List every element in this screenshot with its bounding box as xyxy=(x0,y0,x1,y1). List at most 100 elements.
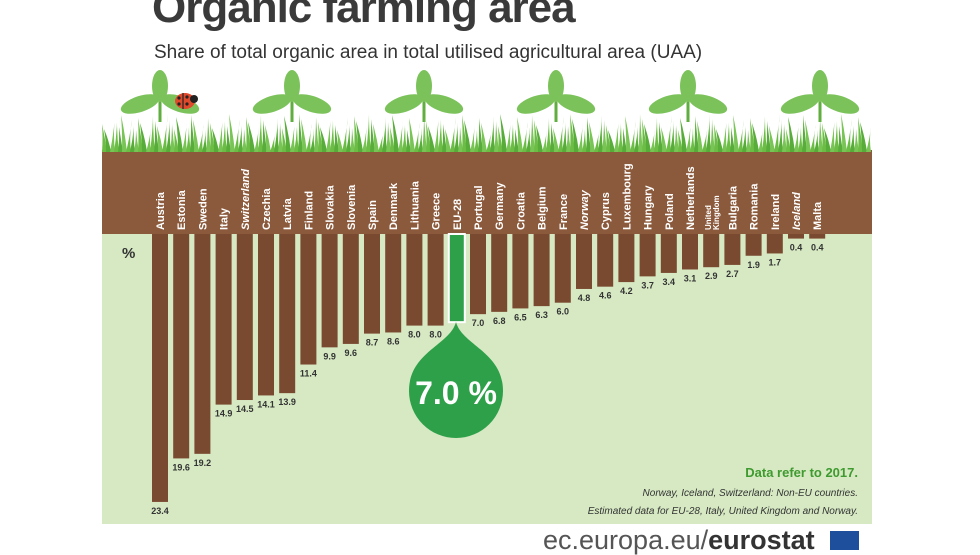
grass-blade xyxy=(290,121,295,152)
footer-link[interactable]: ec.europa.eu/eurostat xyxy=(543,527,815,554)
value-label: 4.2 xyxy=(620,286,633,296)
grass-blade xyxy=(694,116,699,152)
grass-blade xyxy=(536,125,543,152)
category-label: Portugal xyxy=(473,185,485,230)
grass-blade xyxy=(326,115,331,152)
grass-blade xyxy=(278,123,283,152)
grass-blade xyxy=(706,114,711,152)
eu-flag-icon xyxy=(830,531,859,550)
grass-blade xyxy=(830,116,835,152)
category-label: Austria xyxy=(155,191,167,230)
grass-blade xyxy=(350,128,355,152)
bar-estonia xyxy=(173,234,190,459)
footer-brand[interactable]: eurostat xyxy=(708,525,815,555)
grass-blade xyxy=(752,123,759,152)
value-label: 14.9 xyxy=(215,409,233,419)
grass-blade xyxy=(378,129,384,152)
grass-blade xyxy=(382,117,387,152)
grass-blade xyxy=(586,117,591,152)
bar-latvia xyxy=(279,234,296,394)
grass-blade xyxy=(318,122,323,152)
grass-blade xyxy=(622,128,627,152)
grass-blade xyxy=(650,129,655,152)
bar-cyprus xyxy=(597,234,614,287)
grass-blade xyxy=(860,122,867,152)
grass-blade xyxy=(782,124,787,152)
category-label: Spain xyxy=(367,200,379,230)
value-label: 8.0 xyxy=(408,330,421,340)
bar-malta xyxy=(809,234,826,239)
grass-blade xyxy=(494,121,499,152)
grass-blade xyxy=(481,123,487,152)
value-label: 7.0 xyxy=(472,318,485,328)
value-label: 19.2 xyxy=(194,458,212,468)
soil-band xyxy=(102,150,872,234)
grass-blade xyxy=(750,118,755,152)
bar-croatia xyxy=(512,234,529,309)
footer-site[interactable]: ec.europa.eu/ xyxy=(543,525,709,555)
grass-blade xyxy=(602,120,607,152)
grass-blade xyxy=(330,120,335,152)
grass-blade xyxy=(678,130,683,152)
value-label: 8.6 xyxy=(387,336,400,346)
value-label: 6.8 xyxy=(493,316,506,326)
grass-blade xyxy=(294,126,299,152)
value-label: 14.5 xyxy=(236,404,254,414)
value-label: 1.9 xyxy=(747,260,760,270)
grass-blade xyxy=(714,124,719,152)
grass-blade xyxy=(310,129,315,152)
grass-blade xyxy=(570,114,575,152)
grass-blade xyxy=(402,125,407,152)
grass-blade xyxy=(366,114,371,152)
grass-blade xyxy=(314,117,319,152)
grass-blade xyxy=(206,118,211,152)
grass-blade xyxy=(506,119,511,152)
value-label: 9.9 xyxy=(323,351,336,361)
grass-blade xyxy=(176,117,183,152)
bar-denmark xyxy=(385,234,402,333)
grass-blade xyxy=(454,122,459,152)
grass-blade xyxy=(778,119,783,152)
bar-eu-28 xyxy=(447,233,466,324)
grass-blade xyxy=(522,122,528,152)
bar-czechia xyxy=(258,234,274,396)
grass-blade xyxy=(186,127,191,152)
grass-blade xyxy=(265,125,271,152)
grass-blade xyxy=(174,129,179,152)
value-label: 14.1 xyxy=(257,399,275,409)
grass-blade xyxy=(850,124,855,152)
category-label: Slovakia xyxy=(325,184,337,230)
grass-blade xyxy=(386,122,391,152)
bar-germany xyxy=(491,234,508,312)
grass-blade xyxy=(298,114,303,152)
bar-slovenia xyxy=(342,234,359,344)
category-label: Latvia xyxy=(282,197,294,230)
bar-united-kingdom xyxy=(703,234,720,268)
grass-blade xyxy=(614,118,619,152)
bar-luxembourg xyxy=(618,234,635,283)
grass-blade xyxy=(654,117,659,152)
grass-blade xyxy=(126,120,132,152)
category-label: Malta xyxy=(812,201,824,230)
grass-blade xyxy=(546,118,551,152)
bar-sweden xyxy=(194,234,211,454)
bar-austria xyxy=(152,234,168,502)
grass-blade xyxy=(170,124,175,152)
grass-blade xyxy=(788,117,795,152)
grass-blade xyxy=(154,121,159,152)
grass-blade xyxy=(834,121,839,152)
grass-blade xyxy=(814,130,819,152)
category-label: Cyprus xyxy=(600,192,612,230)
grass-blade xyxy=(769,126,775,152)
category-label: Switzerland xyxy=(240,169,252,230)
grass-blade xyxy=(550,123,555,152)
grass-blade xyxy=(157,126,163,152)
grass-blade xyxy=(458,127,463,152)
bar-portugal xyxy=(470,234,486,315)
unit-label: % xyxy=(122,245,135,262)
grass-blade xyxy=(118,127,123,152)
grass-blade xyxy=(854,129,859,152)
category-label: Iceland xyxy=(791,192,803,230)
grass-blade xyxy=(464,120,471,152)
